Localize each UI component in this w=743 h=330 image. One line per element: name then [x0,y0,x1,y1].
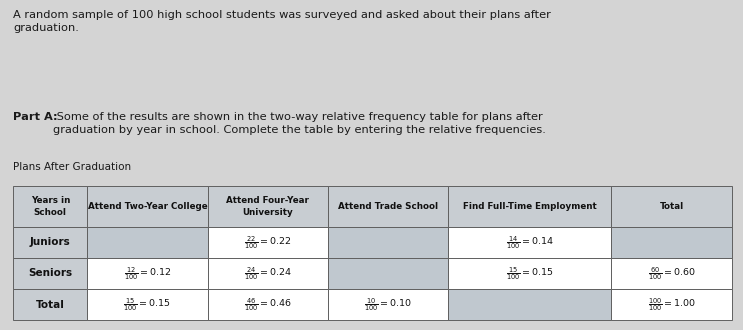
Text: Total: Total [36,300,65,310]
Text: $\frac{15}{100} = 0.15$: $\frac{15}{100} = 0.15$ [506,265,554,282]
Text: A random sample of 100 high school students was surveyed and asked about their p: A random sample of 100 high school stude… [13,10,551,33]
Text: $\frac{15}{100} = 0.15$: $\frac{15}{100} = 0.15$ [123,296,171,313]
Text: Attend Four-Year
University: Attend Four-Year University [227,196,309,216]
Text: Plans After Graduation: Plans After Graduation [13,162,132,172]
Text: Years in
School: Years in School [30,196,70,216]
Text: $\frac{46}{100} = 0.46$: $\frac{46}{100} = 0.46$ [244,296,292,313]
Text: $\frac{22}{100} = 0.22$: $\frac{22}{100} = 0.22$ [244,234,291,250]
Text: Juniors: Juniors [30,237,71,247]
Text: $\frac{60}{100} = 0.60$: $\frac{60}{100} = 0.60$ [648,265,695,282]
Text: Find Full-Time Employment: Find Full-Time Employment [463,202,597,211]
Text: Some of the results are shown in the two-way relative frequency table for plans : Some of the results are shown in the two… [53,112,545,135]
Text: Part A:: Part A: [13,112,58,122]
Text: $\frac{10}{100} = 0.10$: $\frac{10}{100} = 0.10$ [364,296,412,313]
Text: $\frac{100}{100} = 1.00$: $\frac{100}{100} = 1.00$ [648,296,695,313]
Text: $\frac{24}{100} = 0.24$: $\frac{24}{100} = 0.24$ [244,265,291,282]
Text: $\frac{14}{100} = 0.14$: $\frac{14}{100} = 0.14$ [506,234,554,250]
Text: Attend Trade School: Attend Trade School [338,202,438,211]
Text: Seniors: Seniors [28,268,72,278]
Text: Attend Two-Year College: Attend Two-Year College [88,202,207,211]
Text: $\frac{12}{100} = 0.12$: $\frac{12}{100} = 0.12$ [123,265,171,282]
Text: Total: Total [660,202,684,211]
